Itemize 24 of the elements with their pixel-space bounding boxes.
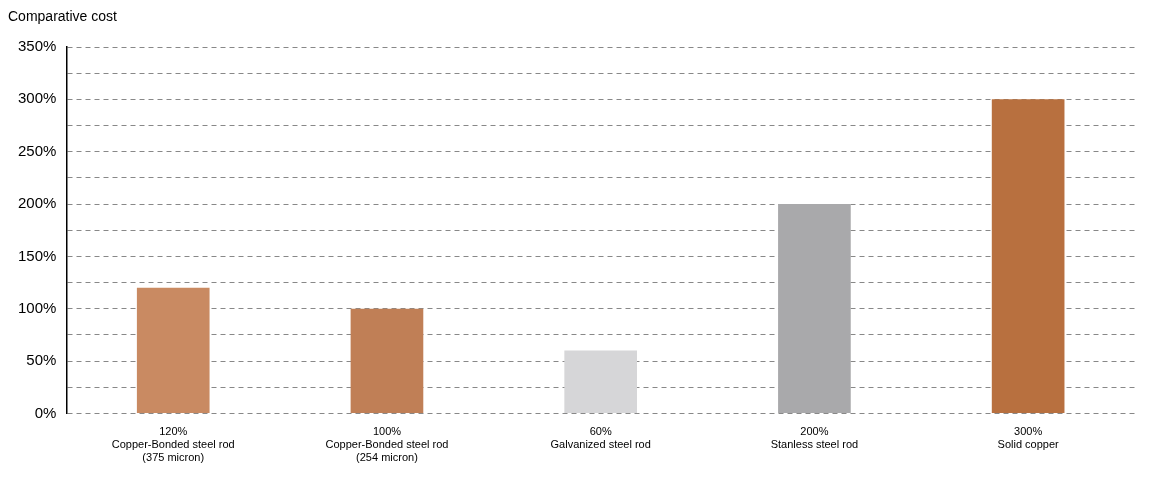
y-tick-label: 0% xyxy=(34,403,57,421)
y-tick-label: 250% xyxy=(17,141,57,159)
bar xyxy=(350,308,424,413)
y-tick-label: 200% xyxy=(17,194,57,212)
bar xyxy=(564,350,638,413)
bar xyxy=(991,99,1065,413)
y-tick-label: 350% xyxy=(17,37,57,55)
y-tick-label: 100% xyxy=(17,298,57,316)
x-tick-label: Copper-Bonded steel rod (375 micron) xyxy=(111,438,235,464)
x-tick-label: Galvanized steel rod xyxy=(550,438,651,451)
x-tick-label: Solid copper xyxy=(997,438,1060,451)
data-label: 120% xyxy=(159,425,188,438)
data-label: 60% xyxy=(589,425,612,438)
y-tick-label: 50% xyxy=(26,351,57,369)
bar xyxy=(778,204,851,413)
x-tick-label: Copper-Bonded steel rod (254 micron) xyxy=(325,438,449,464)
y-tick-label: 150% xyxy=(17,246,57,264)
bar xyxy=(136,287,210,413)
x-tick-label: Stanless steel rod xyxy=(770,438,859,451)
data-label: 300% xyxy=(1014,425,1043,438)
y-axis-title: Comparative cost xyxy=(8,8,117,24)
data-label: 200% xyxy=(800,425,829,438)
y-tick-label: 300% xyxy=(17,89,57,107)
data-label: 100% xyxy=(372,425,402,438)
